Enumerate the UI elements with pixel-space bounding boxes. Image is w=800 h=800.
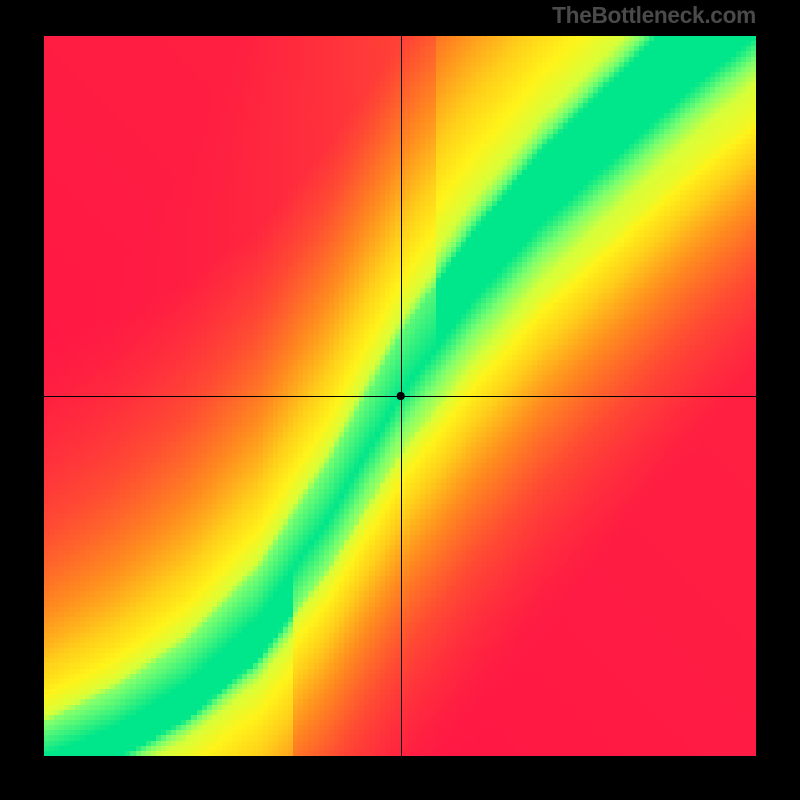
heatmap-canvas	[44, 36, 756, 756]
heatmap-plot	[44, 36, 756, 756]
source-watermark: TheBottleneck.com	[552, 2, 756, 29]
